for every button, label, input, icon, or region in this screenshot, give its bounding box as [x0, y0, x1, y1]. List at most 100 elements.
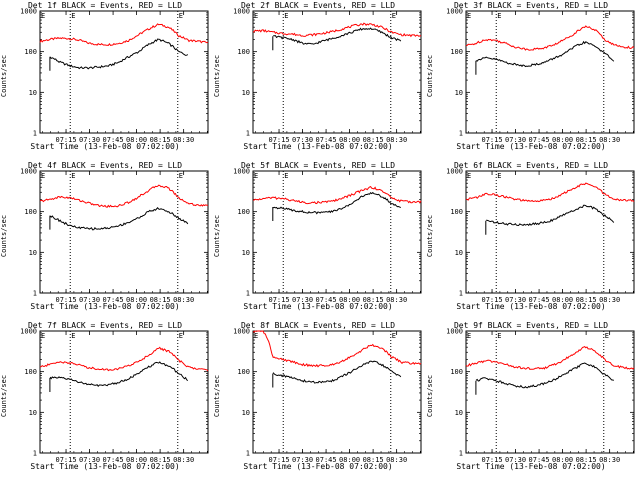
- x-tick-label: 07:30: [505, 296, 526, 304]
- lld-series-line: [39, 184, 208, 208]
- start-marker-label: E: [467, 172, 471, 180]
- x-tick-label: 07:15: [56, 456, 77, 464]
- detector-plot-9: Det 9f BLACK = Events, RED = LLD Start Ti…: [426, 320, 636, 475]
- lld-series-line: [465, 182, 635, 203]
- plot-frame: [465, 10, 635, 134]
- x-tick-label: 08:15: [576, 456, 597, 464]
- x-tick-label: 07:30: [505, 136, 526, 144]
- plot-canvas: 1 10 100 1000 07:15 07:30 07:45 08:00 08:15 08:30…: [233, 328, 422, 464]
- x-tick-label: 08:30: [386, 296, 407, 304]
- plot-frame: [252, 330, 422, 454]
- x-tick-label: 07:30: [79, 456, 100, 464]
- start-marker-label: E: [254, 332, 258, 340]
- detector-plot-1: Det 1f BLACK = Events, RED = LLD Start Ti…: [0, 0, 210, 155]
- plot-canvas: 1 10 100 1000 07:15 07:30 07:45 08:00 08:15 08:30…: [20, 8, 209, 144]
- x-tick-label: 08:15: [150, 136, 171, 144]
- x-axis-title: Start Time (13-Feb-08 07:02:00): [456, 302, 606, 311]
- x-tick-label: 08:15: [576, 296, 597, 304]
- x-tick-label: 08:30: [386, 456, 407, 464]
- y-tick-label: 10: [29, 89, 37, 97]
- y-tick-label: 1000: [20, 168, 37, 176]
- x-axis-title: Start Time (13-Feb-08 07:02:00): [243, 142, 393, 151]
- plot-canvas: 1 10 100 1000 07:15 07:30 07:45 08:00 08:15 08:30…: [20, 328, 209, 464]
- y-tick-label: 100: [450, 368, 463, 376]
- y-tick-label: 1: [459, 130, 463, 138]
- plot-frame: [39, 330, 209, 454]
- x-tick-label: 07:30: [505, 456, 526, 464]
- interval-marker-label: E: [179, 332, 183, 340]
- plot-title: Det 9f BLACK = Events, RED = LLD: [453, 321, 609, 330]
- x-axis-title: Start Time (13-Feb-08 07:02:00): [30, 302, 180, 311]
- x-tick-label: 08:15: [363, 456, 384, 464]
- x-tick-label: 07:45: [316, 296, 337, 304]
- y-tick-label: 1: [246, 130, 250, 138]
- plot-title: Det 8f BLACK = Events, RED = LLD: [240, 321, 396, 330]
- events-series-line: [485, 204, 615, 235]
- y-tick-label: 10: [242, 409, 250, 417]
- events-series-line: [49, 38, 189, 71]
- x-axis-title: Start Time (13-Feb-08 07:02:00): [243, 302, 393, 311]
- x-tick-label: 07:15: [269, 456, 290, 464]
- x-tick-label: 07:15: [56, 136, 77, 144]
- y-tick-label: 10: [242, 249, 250, 257]
- x-tick-label: 07:30: [292, 296, 313, 304]
- x-axis-title: Start Time (13-Feb-08 07:02:00): [243, 462, 393, 471]
- lld-series-line: [39, 346, 209, 372]
- interval-marker-label: E: [497, 12, 501, 20]
- detector-plot-7: Det 7f BLACK = Events, RED = LLD Start Ti…: [0, 320, 210, 475]
- x-tick-label: 07:30: [79, 296, 100, 304]
- interval-marker-label: E: [605, 12, 609, 20]
- y-tick-label: 1000: [233, 168, 250, 176]
- interval-marker-label: E: [392, 332, 396, 340]
- interval-marker-label: E: [392, 172, 396, 180]
- plot-title: Det 6f BLACK = Events, RED = LLD: [453, 161, 609, 170]
- y-tick-label: 1: [459, 290, 463, 298]
- y-tick-label: 10: [455, 249, 463, 257]
- x-tick-label: 08:00: [552, 296, 573, 304]
- y-tick-label: 1: [459, 450, 463, 458]
- y-tick-label: 10: [455, 89, 463, 97]
- plot-title: Det 2f BLACK = Events, RED = LLD: [240, 1, 396, 10]
- x-tick-label: 08:00: [126, 296, 147, 304]
- x-tick-label: 08:30: [173, 296, 194, 304]
- x-tick-label: 08:30: [173, 136, 194, 144]
- plot-frame: [252, 10, 422, 134]
- x-tick-label: 08:00: [339, 456, 360, 464]
- x-tick-label: 08:15: [150, 456, 171, 464]
- x-tick-label: 08:00: [126, 136, 147, 144]
- start-marker-label: E: [41, 332, 45, 340]
- interval-marker-label: E: [71, 12, 75, 20]
- interval-marker-label: E: [497, 172, 501, 180]
- x-tick-label: 07:45: [103, 296, 124, 304]
- y-tick-label: 1000: [20, 328, 37, 336]
- y-tick-label: 100: [24, 368, 37, 376]
- interval-marker-label: E: [71, 332, 75, 340]
- detector-plot-2: Det 2f BLACK = Events, RED = LLD Start Ti…: [213, 0, 423, 155]
- plot-frame: [252, 170, 422, 294]
- start-marker-label: E: [467, 12, 471, 20]
- x-tick-label: 08:00: [339, 136, 360, 144]
- events-series-line: [49, 207, 189, 231]
- lld-series-line: [465, 346, 635, 370]
- lld-series-line: [39, 23, 209, 46]
- interval-marker-label: E: [605, 172, 609, 180]
- plot-title: Det 4f BLACK = Events, RED = LLD: [27, 161, 183, 170]
- lld-series-line: [252, 330, 422, 368]
- y-tick-label: 10: [242, 89, 250, 97]
- x-axis-title: Start Time (13-Feb-08 07:02:00): [30, 142, 180, 151]
- plot-frame: [465, 330, 635, 454]
- y-tick-label: 100: [237, 208, 250, 216]
- plot-title: Det 5f BLACK = Events, RED = LLD: [240, 161, 396, 170]
- x-tick-label: 07:30: [292, 136, 313, 144]
- x-tick-label: 08:15: [576, 136, 597, 144]
- lld-series-line: [252, 185, 422, 205]
- x-tick-label: 08:00: [126, 456, 147, 464]
- y-tick-label: 100: [450, 48, 463, 56]
- plot-canvas: 1 10 100 1000 07:15 07:30 07:45 08:00 08:15 08:30…: [20, 168, 209, 304]
- y-tick-label: 10: [29, 249, 37, 257]
- x-tick-label: 08:30: [173, 456, 194, 464]
- x-axis-title: Start Time (13-Feb-08 07:02:00): [456, 462, 606, 471]
- x-tick-label: 07:30: [79, 136, 100, 144]
- events-series-line: [475, 40, 615, 75]
- x-tick-label: 07:45: [529, 296, 550, 304]
